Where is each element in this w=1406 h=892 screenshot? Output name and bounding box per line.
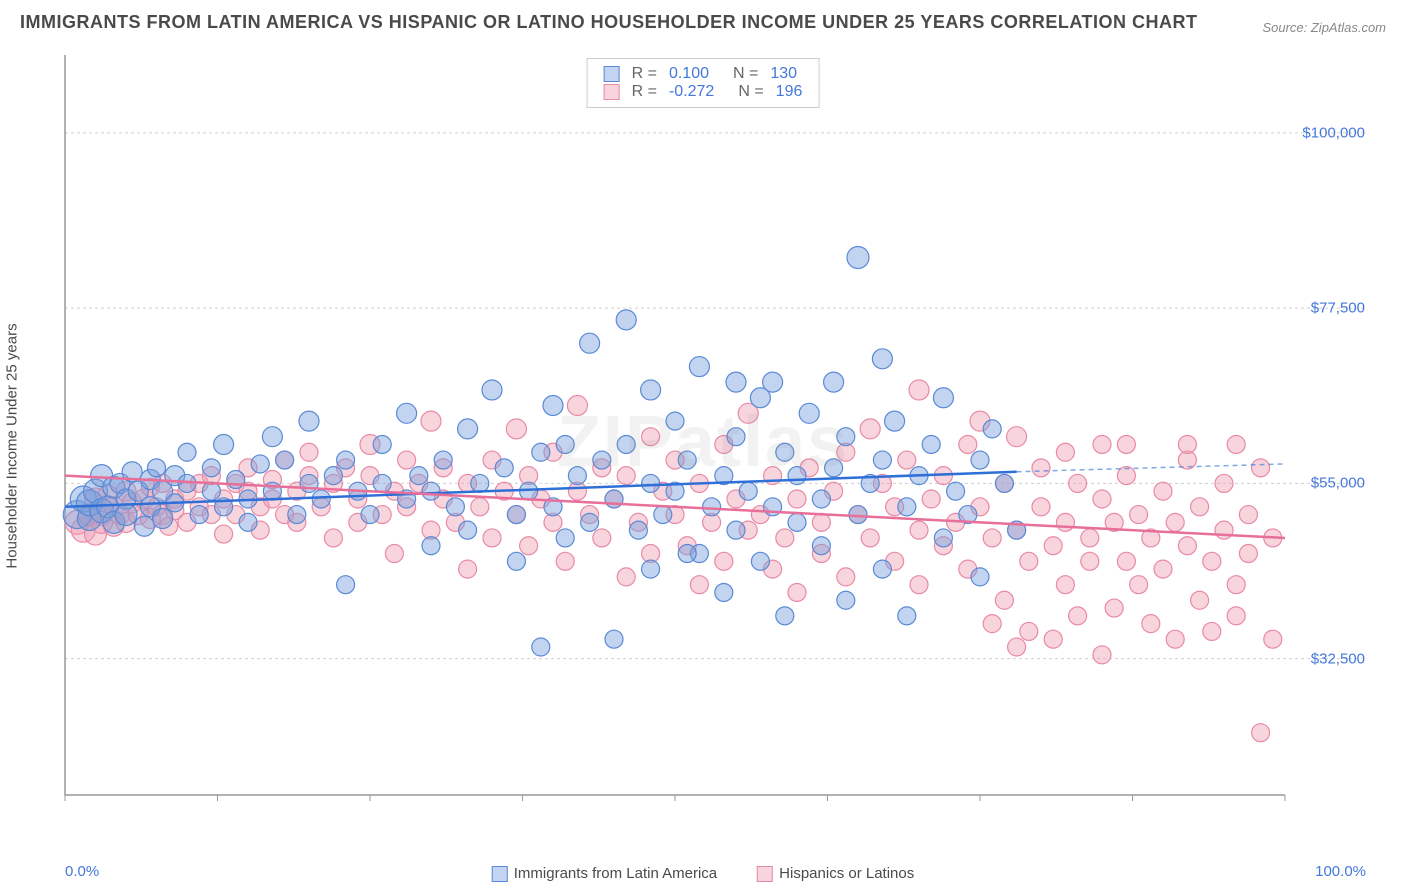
y-tick-label: $55,000 [1311, 475, 1365, 492]
y-tick-label: $32,500 [1311, 650, 1365, 667]
x-axis-max-label: 100.0% [1315, 863, 1366, 880]
scatter-plot-svg [55, 55, 1375, 825]
series2-swatch-icon [757, 866, 773, 882]
stats-row-series1: R = 0.100 N = 130 [604, 65, 803, 83]
n-label: N = [733, 65, 758, 83]
n-label: N = [738, 83, 763, 101]
series1-name: Immigrants from Latin America [514, 865, 717, 882]
series2-n-value: 196 [776, 83, 803, 101]
series2-name: Hispanics or Latinos [779, 865, 914, 882]
source-citation: Source: ZipAtlas.com [1262, 20, 1386, 35]
legend-item-series1: Immigrants from Latin America [492, 865, 717, 882]
chart-title: IMMIGRANTS FROM LATIN AMERICA VS HISPANI… [20, 12, 1198, 33]
stats-row-series2: R = -0.272 N = 196 [604, 83, 803, 101]
series1-r-value: 0.100 [669, 65, 709, 83]
series2-swatch-icon [604, 84, 620, 100]
series2-r-value: -0.272 [669, 83, 714, 101]
series1-swatch-icon [604, 66, 620, 82]
series1-n-value: 130 [770, 65, 797, 83]
y-axis-label: Householder Income Under 25 years [4, 323, 21, 568]
plot-area: $32,500 $55,000 $77,500 $100,000 [55, 55, 1375, 825]
y-tick-label: $100,000 [1302, 124, 1365, 141]
r-label: R = [632, 65, 657, 83]
series1-swatch-icon [492, 866, 508, 882]
stats-legend-box: R = 0.100 N = 130 R = -0.272 N = 196 [587, 58, 820, 108]
y-tick-label: $77,500 [1311, 300, 1365, 317]
r-label: R = [632, 83, 657, 101]
x-axis-min-label: 0.0% [65, 863, 99, 880]
chart-container: IMMIGRANTS FROM LATIN AMERICA VS HISPANI… [0, 0, 1406, 892]
bottom-legend: Immigrants from Latin America Hispanics … [492, 865, 914, 882]
legend-item-series2: Hispanics or Latinos [757, 865, 914, 882]
